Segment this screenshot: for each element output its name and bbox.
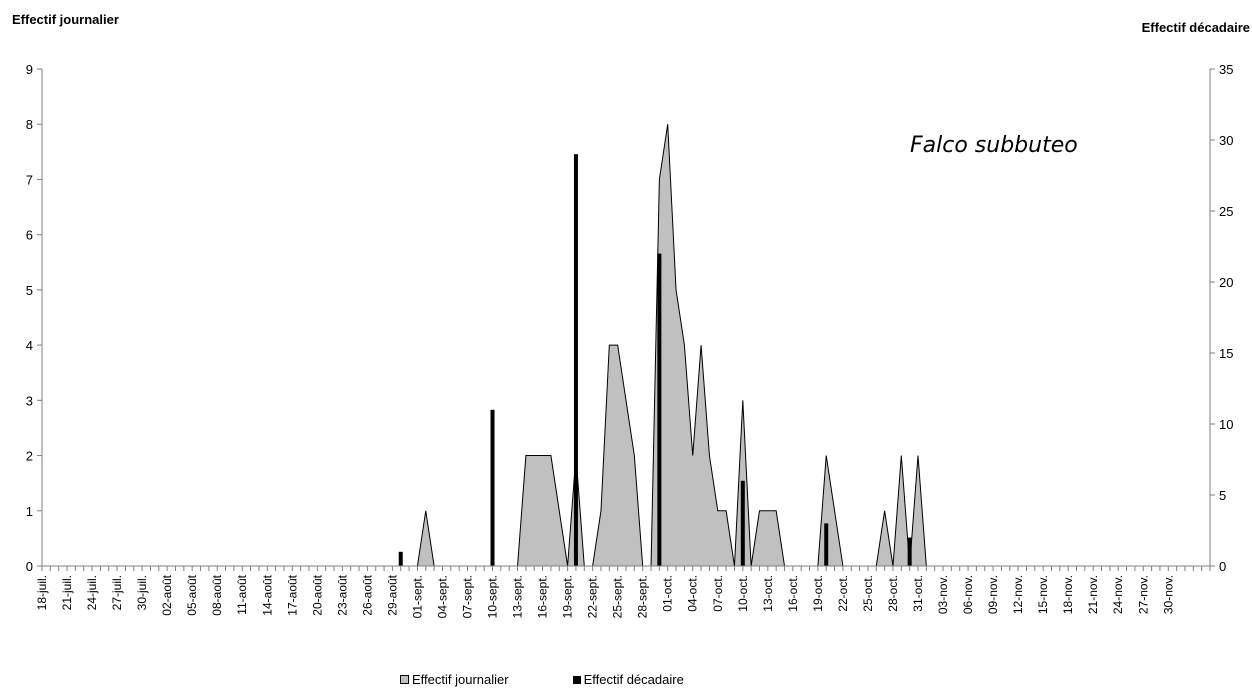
y-left-tick-label-2: 2 xyxy=(26,449,33,464)
decadal-bar-0 xyxy=(398,551,403,566)
y-right-tick-label-6: 30 xyxy=(1219,133,1233,148)
y-right-tick-label-3: 15 xyxy=(1219,346,1233,361)
x-tick-label-23: 25-sept. xyxy=(611,575,625,618)
decadal-bar-4 xyxy=(740,480,745,566)
x-tick-label-38: 09-nov. xyxy=(986,575,1000,614)
x-tick-label-34: 28-oct. xyxy=(886,575,900,612)
x-tick-label-5: 02-août xyxy=(160,574,174,615)
x-tick-label-8: 11-août xyxy=(235,574,249,614)
x-tick-label-29: 13-oct. xyxy=(761,575,775,612)
y-right-tick-label-4: 20 xyxy=(1219,275,1233,290)
x-tick-label-42: 21-nov. xyxy=(1086,575,1100,614)
y-right-tick-label-7: 35 xyxy=(1219,62,1233,77)
y-right-tick-label-5: 25 xyxy=(1219,204,1233,219)
x-tick-label-6: 05-août xyxy=(185,574,199,615)
y-axis-left-label: Effectif journalier xyxy=(12,12,119,27)
x-tick-label-22: 22-sept. xyxy=(586,575,600,618)
x-tick-label-19: 13-sept. xyxy=(511,575,525,618)
species-title: Falco subbuteo xyxy=(910,133,1078,158)
x-tick-label-43: 24-nov. xyxy=(1111,575,1125,614)
x-tick-label-41: 18-nov. xyxy=(1061,575,1075,614)
legend-swatch-decadal xyxy=(572,675,581,684)
x-tick-label-11: 20-août xyxy=(310,574,324,615)
y-left-tick-label-9: 9 xyxy=(26,62,33,77)
x-tick-label-44: 27-nov. xyxy=(1136,575,1150,614)
x-tick-label-14: 29-août xyxy=(385,574,399,615)
x-tick-label-4: 30-juil. xyxy=(135,575,149,610)
chart-canvas: 0 1 2 3 4 5 6 7 8 9 0 5 10 15 20 25 30 35 18-juil. 21-juil.… xyxy=(26,62,1234,618)
x-tick-label-27: 07-oct. xyxy=(711,575,725,612)
y-right-tick-label-1: 5 xyxy=(1219,488,1226,503)
x-tick-label-26: 04-oct. xyxy=(686,575,700,612)
y-right-tick-label-0: 0 xyxy=(1219,559,1226,574)
decadal-bar-6 xyxy=(907,537,912,566)
x-tick-label-32: 22-oct. xyxy=(836,575,850,612)
x-tick-label-21: 19-sept. xyxy=(561,575,575,618)
x-tick-label-45: 30-nov. xyxy=(1161,575,1175,614)
x-tick-label-37: 06-nov. xyxy=(961,575,975,614)
legend-swatch-daily xyxy=(400,675,409,684)
x-tick-label-35: 31-oct. xyxy=(911,575,925,612)
x-tick-label-33: 25-oct. xyxy=(861,575,875,612)
legend: Effectif journalier Effectif décadaire xyxy=(400,672,684,687)
y-left-tick-label-7: 7 xyxy=(26,172,33,187)
y-left-tick-label-4: 4 xyxy=(26,338,33,353)
y-left-tick-label-3: 3 xyxy=(26,393,33,408)
x-tick-label-1: 21-juil. xyxy=(60,575,74,610)
x-tick-label-39: 12-nov. xyxy=(1011,575,1025,614)
x-tick-label-16: 04-sept. xyxy=(435,575,449,618)
x-tick-label-12: 23-août xyxy=(335,574,349,615)
x-tick-label-3: 27-juil. xyxy=(110,575,124,610)
x-tick-label-31: 19-oct. xyxy=(811,575,825,612)
x-tick-label-18: 10-sept. xyxy=(486,575,500,618)
x-tick-label-28: 10-oct. xyxy=(736,575,750,612)
x-tick-label-7: 08-août xyxy=(210,574,224,615)
y-left-tick-label-8: 8 xyxy=(26,117,33,132)
decadal-bar-2 xyxy=(573,154,578,566)
legend-label-decadal: Effectif décadaire xyxy=(583,672,684,687)
x-tick-label-0: 18-juil. xyxy=(35,575,49,610)
x-tick-label-25: 01-oct. xyxy=(661,575,675,612)
x-tick-label-20: 16-sept. xyxy=(536,575,550,618)
x-tick-label-36: 03-nov. xyxy=(936,575,950,614)
x-tick-label-2: 24-juil. xyxy=(85,575,99,610)
legend-label-daily: Effectif journalier xyxy=(412,672,509,687)
x-tick-label-40: 15-nov. xyxy=(1036,575,1050,614)
y-left-tick-label-5: 5 xyxy=(26,283,33,298)
y-left-tick-label-1: 1 xyxy=(26,504,33,519)
x-tick-label-24: 28-sept. xyxy=(636,575,650,618)
y-left-tick-label-6: 6 xyxy=(26,228,33,243)
x-tick-label-10: 17-août xyxy=(285,574,299,615)
y-right-tick-label-2: 10 xyxy=(1219,417,1233,432)
x-tick-label-17: 07-sept. xyxy=(460,575,474,618)
decadal-bar-5 xyxy=(824,523,829,566)
series-daily-area xyxy=(42,124,1210,567)
x-tick-label-15: 01-sept. xyxy=(410,575,424,618)
x-tick-label-13: 26-août xyxy=(360,574,374,615)
decadal-bar-1 xyxy=(490,409,495,566)
legend-item-daily: Effectif journalier xyxy=(400,672,509,687)
x-tick-label-9: 14-août xyxy=(260,574,274,615)
y-axis-right-label: Effectif décadaire xyxy=(1141,20,1250,35)
y-left-tick-label-0: 0 xyxy=(26,559,33,574)
x-tick-label-30: 16-oct. xyxy=(786,575,800,612)
legend-item-decadal: Effectif décadaire xyxy=(572,672,684,687)
decadal-bar-3 xyxy=(657,253,662,566)
